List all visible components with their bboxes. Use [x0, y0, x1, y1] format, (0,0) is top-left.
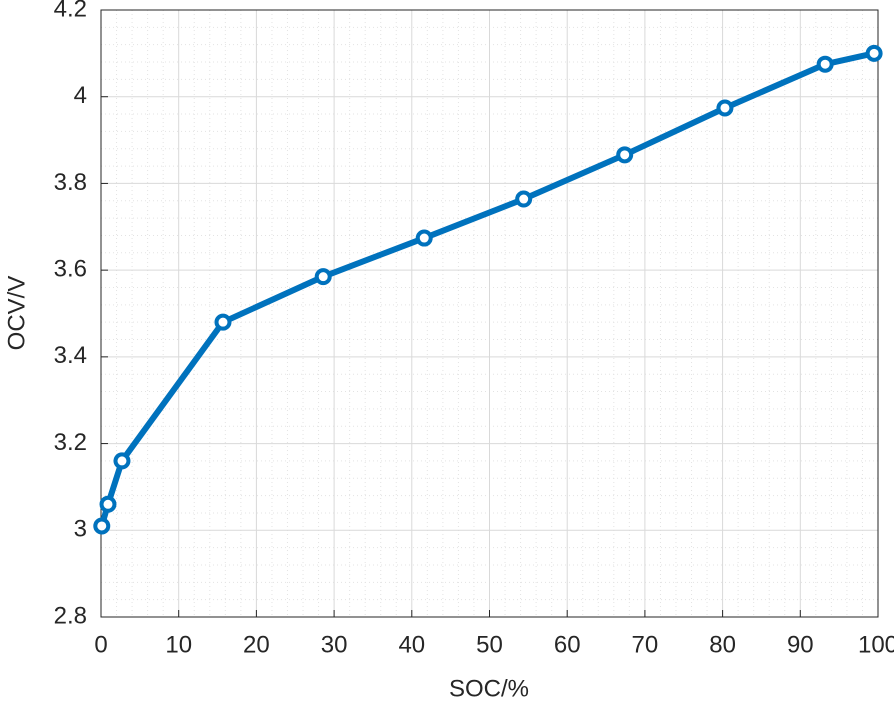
- x-tick-label: 50: [476, 631, 503, 658]
- x-tick-label: 80: [709, 631, 736, 658]
- data-point: [515, 190, 533, 208]
- y-tick-label: 3: [74, 516, 87, 543]
- plot-frame: [100, 9, 879, 618]
- series-line: [98, 50, 875, 527]
- data-point: [716, 99, 734, 117]
- x-tick-label: 90: [787, 631, 814, 658]
- y-tick-label: 4.2: [54, 0, 87, 22]
- x-tick-label: 20: [243, 631, 270, 658]
- data-point: [865, 44, 883, 62]
- y-tick-label: 3.2: [54, 429, 87, 456]
- data-point: [113, 452, 131, 470]
- x-tick-label: 0: [94, 631, 107, 658]
- x-tick-label: 10: [165, 631, 192, 658]
- data-point: [415, 229, 433, 247]
- x-tick-label: 60: [554, 631, 581, 658]
- data-point: [616, 146, 634, 164]
- x-tick-label: 40: [398, 631, 425, 658]
- x-tick-label: 70: [632, 631, 659, 658]
- y-tick-label: 4: [74, 82, 87, 109]
- y-axis-label: OCV/V: [3, 276, 30, 351]
- data-point: [314, 268, 332, 286]
- data-point: [816, 55, 834, 73]
- data-point: [93, 517, 111, 535]
- x-tick-label: 30: [321, 631, 348, 658]
- data-point: [99, 495, 117, 513]
- y-tick-label: 3.6: [54, 255, 87, 282]
- x-axis-label: SOC/%: [449, 675, 529, 702]
- x-tick-label: 100: [858, 631, 894, 658]
- y-tick-label: 3.8: [54, 169, 87, 196]
- y-tick-label: 2.8: [54, 602, 87, 629]
- y-tick-label: 3.4: [54, 342, 87, 369]
- data-point: [214, 313, 232, 331]
